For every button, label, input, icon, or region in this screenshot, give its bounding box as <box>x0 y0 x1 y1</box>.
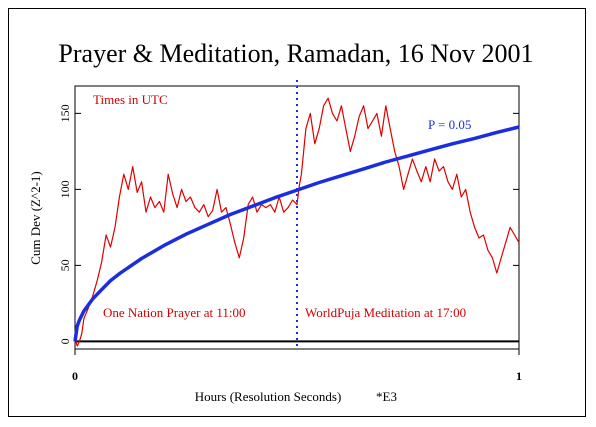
series-line-cumulative-deviation <box>74 97 520 347</box>
times-annotation: Times in UTC <box>93 92 168 107</box>
x-tick-label: 1 <box>516 369 522 383</box>
y-axis: 0 50 100 150 <box>58 104 519 344</box>
x-axis-scale-suffix: *E3 <box>376 389 397 404</box>
series-line-significance-envelope <box>73 125 520 342</box>
x-axis-label: Hours (Resolution Seconds) <box>195 389 342 404</box>
y-tick-label: 150 <box>58 104 72 122</box>
y-tick-label: 100 <box>58 180 72 198</box>
meditation-annotation: WorldPuja Meditation at 17:00 <box>305 305 466 320</box>
prayer-annotation: One Nation Prayer at 11:00 <box>103 305 245 320</box>
x-tick-label: 0 <box>72 369 78 383</box>
y-tick-label: 50 <box>58 259 72 271</box>
p-value-label: P = 0.05 <box>428 117 471 132</box>
y-axis-label: Cum Dev (Z^2-1) <box>28 171 43 264</box>
chart-title: Prayer & Meditation, Ramadan, 16 Nov 200… <box>58 39 533 68</box>
y-tick-label: 0 <box>58 338 72 344</box>
